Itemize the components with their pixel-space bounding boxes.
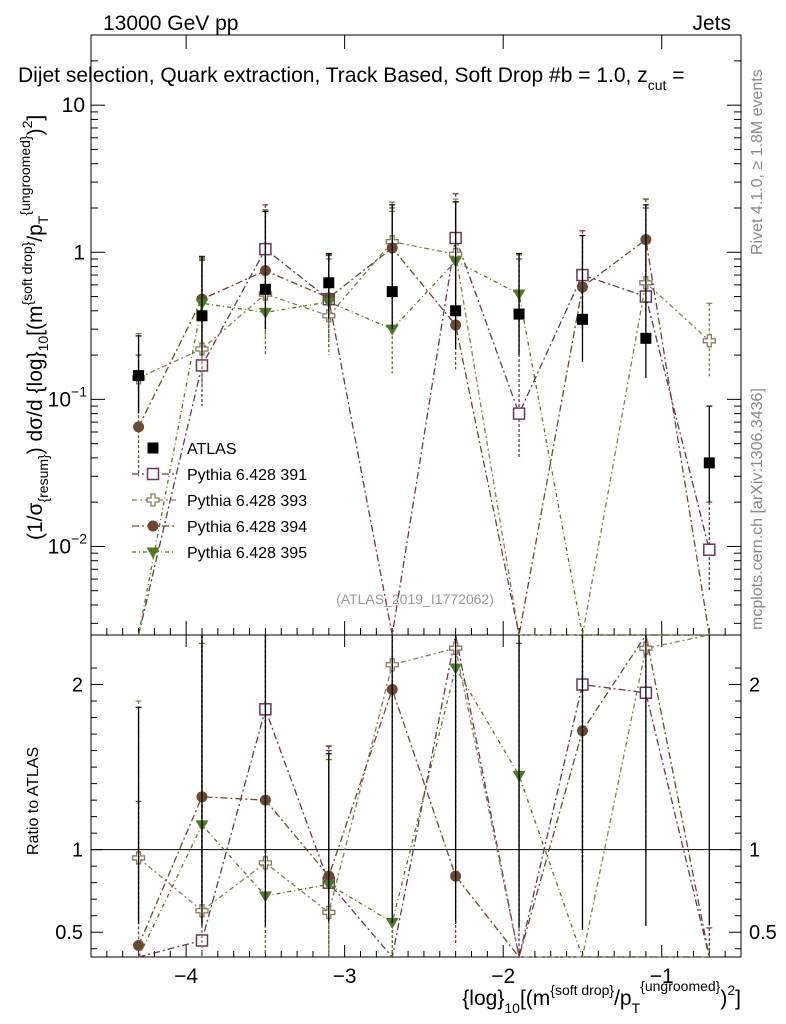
data-point-atlas [196, 310, 208, 322]
legend-label-p395: Pythia 6.428 395 [187, 545, 307, 562]
ratio-point-p395 [385, 917, 399, 929]
ratio-series-p391 [138, 634, 713, 959]
data-point-p391 [703, 543, 716, 556]
series-p391 [137, 193, 716, 636]
legend-marker-p395 [146, 547, 160, 559]
ratio-series-p393 [131, 634, 710, 958]
x-tick-label: −1 [650, 965, 674, 988]
series-atlas [133, 201, 715, 503]
legend-marker-p394 [147, 520, 159, 532]
ratio-series-p394 [133, 633, 710, 959]
x-tick-label: −2 [491, 965, 515, 988]
ratio-line-p394 [137, 633, 710, 959]
ratio-plot-series [131, 633, 713, 959]
energy-label: 13000 GeV pp [103, 12, 238, 35]
y-tick-label: 1 [73, 241, 85, 264]
plot-title-tail: = [666, 64, 684, 87]
legend-marker-p391 [146, 467, 160, 481]
main-plot-series [131, 193, 716, 636]
ratio-line-p395 [137, 666, 710, 958]
plot-title: Dijet selection, Quark extraction, Track… [18, 64, 685, 93]
data-point-p393 [702, 334, 716, 348]
x-axis-label: {log}10[(m{soft drop}/pT{ungroomed})2] [462, 978, 741, 1016]
x-tick-label: −4 [174, 965, 198, 988]
ratio-tick-label: 2 [72, 675, 83, 697]
data-point-atlas [323, 277, 335, 289]
legend-label-atlas: ATLAS [187, 441, 237, 458]
plot-title-main: Dijet selection, Quark extraction, Track… [18, 64, 648, 87]
ratio-y-axis-label: Ratio to ATLAS [25, 747, 42, 855]
legend: ATLAS Pythia 6.428 391 Pythia 6.428 393 Pyt… [132, 441, 307, 562]
data-point-atlas [133, 370, 145, 382]
y-tick-label: 10−2 [48, 530, 88, 558]
data-point-p395 [385, 324, 399, 336]
x-tick-label: −3 [333, 965, 357, 988]
data-point-atlas [386, 286, 398, 298]
series-p394 [133, 198, 710, 636]
legend-marker-atlas [147, 442, 159, 454]
series-line-p394 [137, 238, 710, 636]
y-axis-label: (1/σ{resum}) dσ/d {log}10[(m{soft drop}/… [17, 115, 51, 540]
legend-marker-p393 [146, 493, 160, 507]
series-line-p395 [137, 260, 710, 636]
series-p393 [131, 198, 716, 636]
legend-label-p391: Pythia 6.428 391 [187, 467, 307, 484]
ratio-line-p391 [138, 634, 710, 959]
ratio-tick-label-right: 1 [749, 840, 760, 862]
legend-label-p394: Pythia 6.428 394 [187, 519, 307, 536]
data-point-atlas [450, 305, 462, 317]
axis-ticks: −4 −3 −2 −1 10−2 10−1 1 10 0.5 0.5 1 1 2 2 [48, 34, 777, 988]
category-label: Jets [692, 12, 731, 35]
y-tick-label: 10−1 [48, 383, 88, 411]
watermark: (ATLAS_2019_I1772062) [336, 591, 494, 607]
y-tick-label: 10 [62, 94, 85, 117]
data-point-p394 [133, 421, 145, 433]
series-p395 [137, 201, 710, 636]
data-point-atlas [703, 457, 715, 469]
ratio-plot-frame [90, 634, 742, 958]
rivet-label: Rivet 4.1.0, ≥ 1.8M events [749, 69, 766, 255]
data-point-atlas [640, 332, 652, 344]
ratio-tick-label-right: 0.5 [749, 922, 777, 944]
ratio-tick-label-right: 2 [749, 675, 760, 697]
series-line-p391 [137, 237, 710, 636]
data-point-atlas [513, 308, 525, 320]
ratio-series-atlas [135, 635, 710, 930]
ratio-tick-label: 1 [72, 840, 83, 862]
ratio-point-p394 [133, 939, 145, 951]
ratio-tick-label: 0.5 [55, 922, 83, 944]
data-point-atlas [259, 283, 271, 295]
data-point-p391 [512, 407, 526, 420]
plot-title-sub: cut [648, 77, 667, 93]
data-point-p391 [195, 359, 209, 372]
data-point-atlas [576, 313, 588, 325]
mcplots-label: mcplots.cern.ch [arXiv:1306.3436] [749, 388, 766, 630]
legend-label-p393: Pythia 6.428 393 [187, 493, 307, 510]
